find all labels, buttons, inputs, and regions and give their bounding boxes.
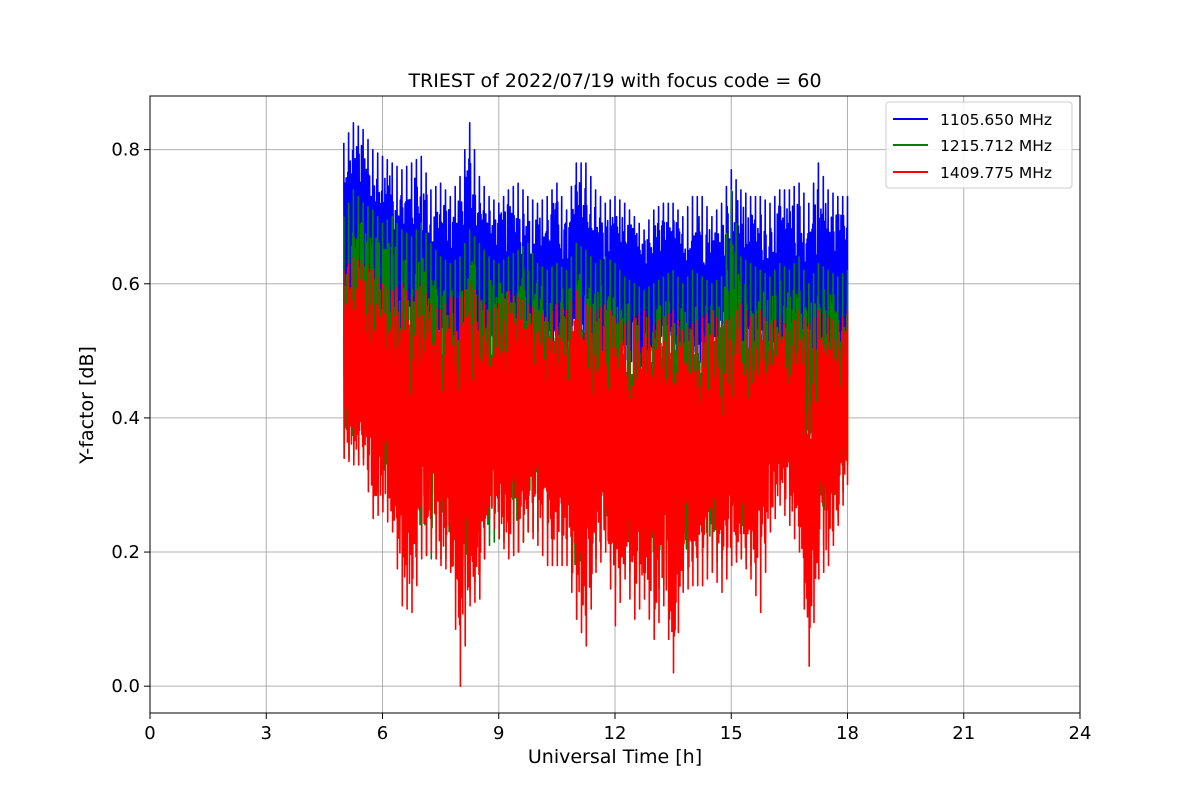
x-tick-label: 24 <box>1069 723 1092 744</box>
x-tick-label: 3 <box>261 723 272 744</box>
y-tick-label: 0.0 <box>111 676 140 697</box>
legend-label-1215: 1215.712 MHz <box>940 137 1052 155</box>
series-line-2 <box>343 256 849 687</box>
series-layer <box>343 122 849 687</box>
x-tick-label: 12 <box>604 723 627 744</box>
y-tick-label: 0.4 <box>111 408 140 429</box>
legend-label-1105: 1105.650 MHz <box>940 111 1052 129</box>
y-tick-label: 0.6 <box>111 274 140 295</box>
x-axis-label: Universal Time [h] <box>528 746 702 768</box>
ticks: 0 3 6 9 12 15 18 21 24 0.0 0.2 0.4 0.6 0.8 <box>111 140 1091 744</box>
x-tick-label: 15 <box>720 723 743 744</box>
x-tick-label: 6 <box>377 723 388 744</box>
x-tick-label: 0 <box>144 723 155 744</box>
legend-box <box>885 101 1073 189</box>
legend: 1105.650 MHz 1215.712 MHz 1409.775 MHz <box>885 101 1073 189</box>
y-tick-label: 0.2 <box>111 542 140 563</box>
x-tick-label: 18 <box>836 723 859 744</box>
chart-title: TRIEST of 2022/07/19 with focus code = 6… <box>407 70 821 92</box>
y-tick-label: 0.8 <box>111 140 140 161</box>
x-tick-label: 21 <box>952 723 975 744</box>
x-tick-label: 9 <box>493 723 504 744</box>
legend-label-1409: 1409.775 MHz <box>940 164 1052 182</box>
y-axis-label: Y-factor [dB] <box>76 346 98 465</box>
